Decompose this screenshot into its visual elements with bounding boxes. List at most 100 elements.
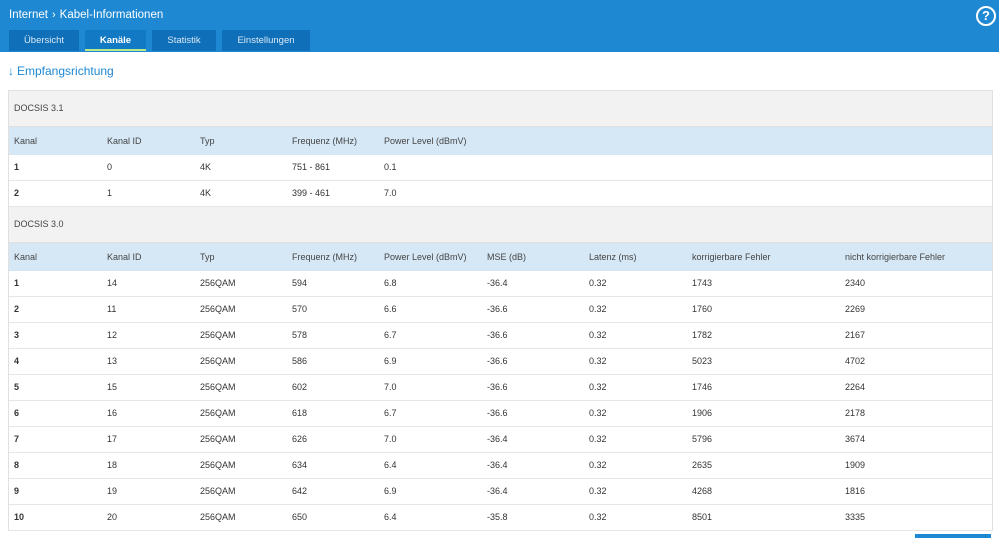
- table-cell: 0.32: [589, 486, 607, 496]
- table-cell: 13: [107, 356, 118, 366]
- tab-uebersicht[interactable]: Übersicht: [9, 30, 79, 51]
- table-row: 4 13 256QAM 586 6.9 -36.6 0.32 5023 4702: [9, 349, 992, 375]
- table-cell: 6.7: [384, 408, 397, 418]
- table-cell: 10: [14, 512, 25, 522]
- table-cell: 256QAM: [200, 382, 236, 392]
- table-cell: -36.6: [487, 382, 508, 392]
- table-cell: 634: [292, 460, 308, 470]
- table-cell: 1: [107, 188, 113, 198]
- table-cell: 2264: [845, 382, 866, 392]
- column-header: Kanal ID: [107, 136, 142, 146]
- table-row: 5 15 256QAM 602 7.0 -36.6 0.32 1746 2264: [9, 375, 992, 401]
- active-tab-indicator: [85, 49, 146, 51]
- table-cell: 18: [107, 460, 118, 470]
- table-cell: 1816: [845, 486, 866, 496]
- table-cell: 3674: [845, 434, 866, 444]
- table-cell: -36.4: [487, 434, 508, 444]
- tab-einstellungen[interactable]: Einstellungen: [222, 30, 310, 51]
- table-cell: 0.32: [589, 356, 607, 366]
- table-cell: 0.32: [589, 460, 607, 470]
- table-cell: 1909: [845, 460, 866, 470]
- column-header: Power Level (dBmV): [384, 252, 467, 262]
- table-cell: 602: [292, 382, 308, 392]
- channel-table: DOCSIS 3.1 Kanal Kanal ID Typ Frequenz (…: [8, 90, 993, 531]
- table-cell: 594: [292, 278, 308, 288]
- table-cell: 1782: [692, 330, 713, 340]
- table-cell: 618: [292, 408, 308, 418]
- table-cell: 642: [292, 486, 308, 496]
- table-cell: 256QAM: [200, 330, 236, 340]
- docsis31-rows: 1 0 4K 751 - 861 0.1 2 1 4K 399 - 461 7.0: [9, 155, 992, 207]
- table-row: 2 11 256QAM 570 6.6 -36.6 0.32 1760 2269: [9, 297, 992, 323]
- column-header: Frequenz (MHz): [292, 252, 358, 262]
- help-icon[interactable]: ?: [976, 6, 996, 26]
- table-cell: 2635: [692, 460, 713, 470]
- table-cell: 3: [14, 330, 20, 340]
- column-header: Kanal: [14, 136, 38, 146]
- table-row: 2 1 4K 399 - 461 7.0: [9, 181, 992, 207]
- table-row: 8 18 256QAM 634 6.4 -36.4 0.32 2635 1909: [9, 453, 992, 479]
- column-header: korrigierbare Fehler: [692, 252, 771, 262]
- column-header: Frequenz (MHz): [292, 136, 358, 146]
- table-row: 10 20 256QAM 650 6.4 -35.8 0.32 8501 3335: [9, 505, 992, 531]
- tab-statistik[interactable]: Statistik: [152, 30, 216, 51]
- table-cell: 6.9: [384, 486, 397, 496]
- breadcrumb-parent[interactable]: Internet: [9, 9, 48, 21]
- table-cell: 5023: [692, 356, 713, 366]
- table-cell: 0.32: [589, 382, 607, 392]
- table-cell: 20: [107, 512, 118, 522]
- table-cell: 7.0: [384, 188, 397, 198]
- table-cell: 7.0: [384, 434, 397, 444]
- table-cell: 586: [292, 356, 308, 366]
- table-cell: 6.4: [384, 512, 397, 522]
- column-header: MSE (dB): [487, 252, 527, 262]
- table-cell: 6: [14, 408, 20, 418]
- table-cell: 0.32: [589, 330, 607, 340]
- table-cell: 626: [292, 434, 308, 444]
- table-cell: -36.6: [487, 304, 508, 314]
- table-cell: 4K: [200, 162, 212, 172]
- section-heading: ↓ Empfangsrichtung: [8, 64, 114, 78]
- table-cell: 256QAM: [200, 460, 236, 470]
- table-cell: 5796: [692, 434, 713, 444]
- table-cell: 2: [14, 188, 20, 198]
- table-cell: 578: [292, 330, 308, 340]
- table-cell: 4268: [692, 486, 713, 496]
- table-cell: -36.6: [487, 330, 508, 340]
- table-cell: 1746: [692, 382, 713, 392]
- table-cell: 2: [14, 304, 20, 314]
- table-cell: -36.4: [487, 278, 508, 288]
- table-cell: 1906: [692, 408, 713, 418]
- table-cell: 15: [107, 382, 118, 392]
- table-cell: 256QAM: [200, 512, 236, 522]
- table-cell: 11: [107, 304, 117, 314]
- table-cell: 751 - 861: [292, 162, 331, 172]
- docsis31-title: DOCSIS 3.1: [9, 90, 992, 127]
- table-row: 9 19 256QAM 642 6.9 -36.4 0.32 4268 1816: [9, 479, 992, 505]
- table-row: 1 14 256QAM 594 6.8 -36.4 0.32 1743 2340: [9, 271, 992, 297]
- table-cell: 1: [14, 162, 20, 172]
- table-cell: 8501: [692, 512, 713, 522]
- table-cell: 0.32: [589, 434, 607, 444]
- tab-kanaele[interactable]: Kanäle: [85, 30, 146, 51]
- table-cell: 256QAM: [200, 278, 236, 288]
- table-cell: 16: [107, 408, 118, 418]
- table-cell: 4K: [200, 188, 212, 198]
- table-cell: -35.8: [487, 512, 508, 522]
- tab-bar: Übersicht Kanäle Statistik Einstellungen: [9, 30, 316, 51]
- table-cell: 399 - 461: [292, 188, 331, 198]
- column-header: Latenz (ms): [589, 252, 637, 262]
- bottom-button[interactable]: [915, 534, 991, 538]
- docsis30-title: DOCSIS 3.0: [9, 207, 992, 243]
- column-header: Kanal: [14, 252, 38, 262]
- table-cell: -36.4: [487, 486, 508, 496]
- table-cell: 6.9: [384, 356, 397, 366]
- table-cell: 0.1: [384, 162, 397, 172]
- breadcrumb: Internet › Kabel-Informationen: [9, 9, 163, 21]
- table-cell: 0.32: [589, 278, 607, 288]
- table-cell: 2167: [845, 330, 866, 340]
- table-cell: 6.6: [384, 304, 397, 314]
- table-cell: 7.0: [384, 382, 397, 392]
- table-cell: 2269: [845, 304, 866, 314]
- table-cell: 12: [107, 330, 118, 340]
